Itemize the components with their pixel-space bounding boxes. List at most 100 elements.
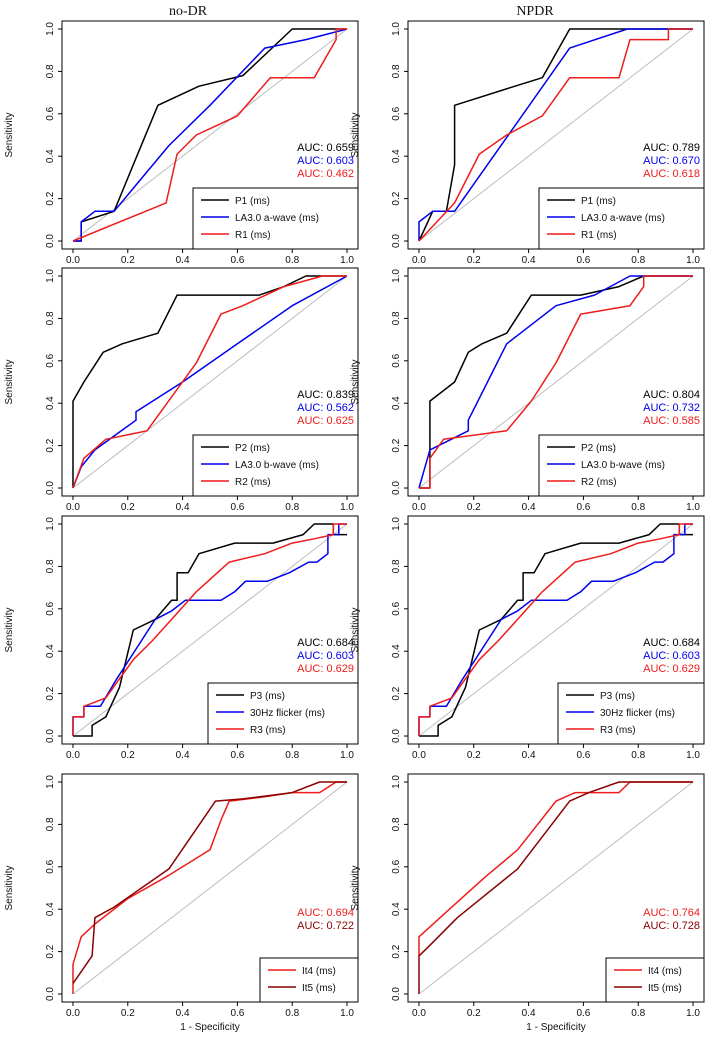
roc-curve-r1	[72, 28, 347, 242]
legend: P2 (ms) LA3.0 b-wave (ms) R2 (ms)	[192, 434, 359, 497]
x-tick-label: 1.0	[340, 502, 354, 513]
x-tick-label: 0.4	[522, 502, 536, 513]
roc-curve-la3.0	[72, 275, 348, 489]
legend-label: R1 (ms)	[235, 230, 271, 241]
x-tick-label: 0.4	[176, 750, 190, 761]
auc-label: AUC: 0.804	[643, 389, 700, 401]
roc-curve-30hz	[418, 523, 693, 736]
roc-panel-npdr-row-3: 0.0 0.2 0.4 0.6 0.8 1.0 0.0 0.2 0.4 0.6 0.8 1.0 Sens…	[350, 515, 705, 761]
reference-diagonal	[72, 781, 348, 995]
reference-diagonal	[72, 275, 348, 489]
legend-label: R3 (ms)	[600, 725, 636, 736]
y-tick-label: 0.6	[391, 601, 402, 615]
roc-curve-p3	[419, 523, 693, 737]
y-tick-label: 0.2	[391, 944, 402, 958]
auc-label: AUC: 0.629	[643, 663, 700, 675]
auc-label: AUC: 0.670	[643, 155, 700, 167]
x-tick-label: 0.0	[412, 1008, 426, 1019]
roc-panel-npdr-row-1: 0.0 0.2 0.4 0.6 0.8 1.0 0.0 0.2 0.4 0.6 0.8 1.0 Sens…	[350, 20, 705, 266]
legend-label: 30Hz flicker (ms)	[250, 708, 325, 719]
legend-box	[259, 957, 359, 1003]
x-tick-label: 1.0	[686, 1008, 700, 1019]
legend-label: R2 (ms)	[581, 477, 617, 488]
legend-label: P3 (ms)	[250, 691, 285, 702]
roc-curve-r2	[419, 275, 693, 489]
x-tick-label: 0.6	[576, 1008, 590, 1019]
y-tick-label: 0.6	[391, 859, 402, 873]
x-tick-label: 0.6	[230, 255, 244, 266]
x-tick-label: 1.0	[340, 750, 354, 761]
auc-label: AUC: 0.603	[297, 650, 354, 662]
y-tick-label: 0.4	[45, 644, 56, 658]
legend-label: It5 (ms)	[648, 983, 682, 994]
y-tick-label: 0.8	[45, 559, 56, 573]
legend-label: P3 (ms)	[600, 691, 635, 702]
roc-curve-la3.0	[73, 28, 348, 242]
auc-label: AUC: 0.694	[297, 907, 354, 919]
auc-label: AUC: 0.722	[297, 920, 354, 932]
x-tick-label: 0.6	[230, 1008, 244, 1019]
x-tick-label: 0.8	[285, 750, 299, 761]
legend-box	[605, 957, 705, 1003]
x-tick-label: 0.2	[467, 750, 481, 761]
y-axis-title: Sensitivity	[4, 607, 15, 652]
roc-curve-p2	[72, 275, 347, 488]
y-tick-label: 0.4	[45, 902, 56, 916]
legend-label: R3 (ms)	[250, 725, 286, 736]
y-tick-label: 0.4	[45, 396, 56, 410]
y-tick-label: 0.8	[45, 817, 56, 831]
auc-label: AUC: 0.839	[297, 389, 354, 401]
auc-label: AUC: 0.562	[297, 402, 354, 414]
auc-label: AUC: 0.625	[297, 415, 354, 427]
legend-label: R1 (ms)	[581, 230, 617, 241]
legend: P1 (ms) LA3.0 a-wave (ms) R1 (ms)	[538, 187, 705, 250]
y-tick-label: 1.0	[45, 517, 56, 531]
y-tick-label: 0.0	[391, 729, 402, 743]
x-tick-label: 0.6	[230, 502, 244, 513]
y-tick-label: 0.2	[45, 944, 56, 958]
y-tick-label: 0.2	[391, 191, 402, 205]
x-tick-label: 0.2	[121, 1008, 135, 1019]
roc-curve-r2	[72, 275, 347, 489]
reference-diagonal	[418, 523, 694, 737]
y-tick-label: 0.2	[391, 686, 402, 700]
y-tick-label: 1.0	[391, 517, 402, 531]
x-tick-label: 0.6	[576, 255, 590, 266]
auc-label: AUC: 0.618	[643, 168, 700, 180]
auc-label: AUC: 0.728	[643, 920, 700, 932]
y-tick-label: 0.4	[45, 149, 56, 163]
y-tick-label: 0.4	[391, 902, 402, 916]
column-title-npdr: NPDR	[516, 4, 554, 19]
legend-label: LA3.0 b-wave (ms)	[235, 460, 319, 471]
panels: 0.0 0.2 0.4 0.6 0.8 1.0 0.0 0.2 0.4 0.6 0.8 1.0 Sens…	[4, 20, 705, 1033]
auc-label: AUC: 0.764	[643, 907, 700, 919]
x-tick-label: 0.0	[66, 502, 80, 513]
legend-box	[538, 187, 705, 250]
roc-curve-r3	[72, 523, 347, 736]
y-tick-label: 0.4	[391, 396, 402, 410]
x-tick-label: 0.6	[576, 502, 590, 513]
x-tick-label: 0.8	[285, 1008, 299, 1019]
column-title-no-dr: no-DR	[169, 4, 208, 19]
legend-box	[557, 682, 705, 745]
auc-label: AUC: 0.789	[643, 142, 700, 154]
x-tick-label: 0.4	[176, 502, 190, 513]
legend-label: LA3.0 a-wave (ms)	[235, 213, 319, 224]
x-tick-label: 0.0	[66, 255, 80, 266]
auc-label: AUC: 0.684	[643, 637, 700, 649]
roc-curve-it5	[418, 781, 693, 994]
roc-curve-it4	[72, 781, 347, 994]
legend: P3 (ms) 30Hz flicker (ms) R3 (ms)	[207, 682, 359, 745]
x-tick-label: 0.2	[467, 255, 481, 266]
roc-panel-no-dr-row-2: 0.0 0.2 0.4 0.6 0.8 1.0 0.0 0.2 0.4 0.6 0.8 1.0 Sens…	[4, 267, 359, 513]
y-tick-label: 0.6	[45, 106, 56, 120]
roc-panel-npdr-row-4: 0.0 0.2 0.4 0.6 0.8 1.0 0.0 0.2 0.4 0.6 0.8 1.0 Sens…	[350, 773, 705, 1033]
y-tick-label: 0.8	[391, 311, 402, 325]
y-tick-label: 0.0	[45, 729, 56, 743]
y-tick-label: 0.2	[45, 191, 56, 205]
y-tick-label: 0.6	[45, 859, 56, 873]
y-axis-title: Sensitivity	[4, 359, 15, 404]
legend-label: It4 (ms)	[302, 966, 336, 977]
